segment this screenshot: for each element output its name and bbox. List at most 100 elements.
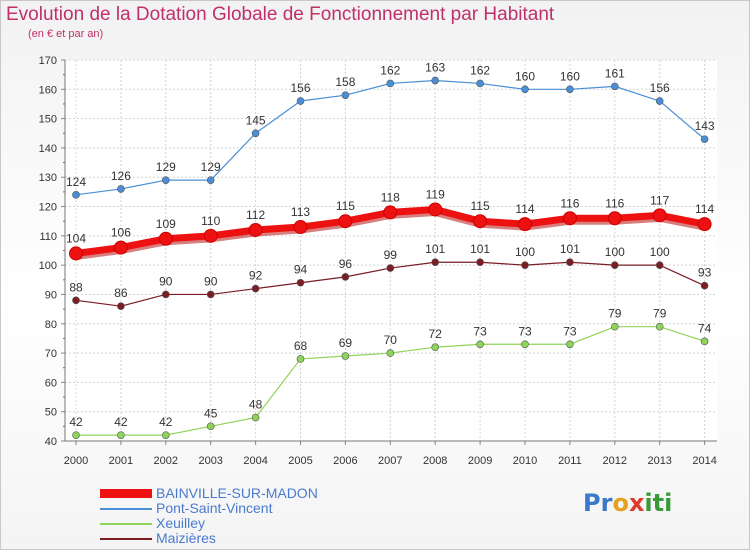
data-label: 115 bbox=[471, 199, 490, 213]
data-point bbox=[72, 296, 80, 305]
legend-label: Maizières bbox=[156, 530, 216, 546]
chart-subtitle: (en € et par an) bbox=[28, 28, 104, 40]
data-label: 101 bbox=[470, 242, 490, 256]
logo-letter: o bbox=[612, 489, 629, 517]
y-tick-label: 70 bbox=[45, 348, 57, 360]
data-point bbox=[652, 208, 667, 223]
data-point bbox=[521, 340, 529, 349]
data-point bbox=[521, 85, 529, 94]
data-label: 73 bbox=[563, 324, 577, 338]
data-point bbox=[521, 261, 529, 269]
data-point bbox=[341, 91, 350, 99]
data-point bbox=[341, 273, 350, 281]
y-tick-label: 90 bbox=[45, 289, 57, 301]
chart-legend: BAINVILLE-SUR-MADON Pont-Saint-Vincent X… bbox=[100, 486, 400, 546]
data-point bbox=[386, 79, 395, 88]
proxiti-logo[interactable]: Proxiti bbox=[583, 489, 672, 517]
data-point bbox=[72, 191, 80, 199]
logo-letter: i bbox=[644, 489, 653, 517]
y-tick-label: 130 bbox=[39, 172, 57, 184]
data-label: 101 bbox=[425, 242, 445, 256]
data-label: 126 bbox=[111, 169, 131, 183]
y-tick-label: 120 bbox=[39, 202, 57, 214]
data-label: 100 bbox=[515, 245, 535, 259]
data-label: 94 bbox=[294, 263, 308, 277]
plot-area bbox=[65, 60, 717, 441]
x-tick-label: 2014 bbox=[692, 455, 716, 467]
data-label: 160 bbox=[515, 69, 535, 83]
data-label: 161 bbox=[605, 66, 625, 80]
data-point bbox=[700, 135, 709, 143]
x-tick-label: 2001 bbox=[109, 455, 133, 467]
data-label: 162 bbox=[380, 63, 400, 77]
legend-item-xeuilley[interactable]: Xeuilley bbox=[100, 516, 400, 531]
data-point bbox=[476, 79, 484, 88]
y-tick-label: 160 bbox=[39, 84, 57, 96]
data-point bbox=[113, 240, 128, 255]
data-point bbox=[162, 290, 170, 299]
data-point bbox=[206, 290, 215, 299]
data-point bbox=[473, 214, 488, 229]
x-tick-label: 2009 bbox=[468, 455, 492, 467]
legend-item-bainville[interactable]: BAINVILLE-SUR-MADON bbox=[100, 486, 400, 501]
y-tick-label: 100 bbox=[39, 260, 57, 272]
legend-swatch bbox=[100, 523, 152, 525]
data-label: 116 bbox=[560, 196, 579, 210]
data-point bbox=[341, 352, 350, 360]
data-label: 143 bbox=[695, 119, 715, 133]
data-label: 162 bbox=[470, 63, 490, 77]
data-label: 86 bbox=[114, 286, 128, 300]
data-label: 101 bbox=[560, 242, 580, 256]
data-point bbox=[655, 97, 664, 105]
data-point bbox=[431, 76, 440, 85]
data-point bbox=[566, 340, 574, 349]
y-tick-label: 140 bbox=[39, 143, 57, 155]
data-point bbox=[338, 214, 353, 229]
data-label: 79 bbox=[653, 307, 667, 321]
data-point bbox=[162, 431, 170, 439]
x-tick-label: 2003 bbox=[198, 455, 222, 467]
data-label: 69 bbox=[339, 336, 353, 350]
x-tick-label: 2006 bbox=[333, 455, 357, 467]
data-label: 72 bbox=[429, 327, 443, 341]
x-tick-label: 2012 bbox=[603, 455, 627, 467]
data-point bbox=[386, 349, 395, 357]
y-tick-label: 40 bbox=[45, 436, 57, 448]
data-label: 100 bbox=[650, 245, 670, 259]
data-label: 93 bbox=[698, 266, 712, 280]
data-label: 99 bbox=[384, 248, 398, 262]
x-tick-label: 2000 bbox=[64, 455, 88, 467]
legend-item-pont-saint-vincent[interactable]: Pont-Saint-Vincent bbox=[100, 501, 400, 516]
legend-label: Pont-Saint-Vincent bbox=[156, 500, 273, 516]
logo-letter: x bbox=[628, 489, 645, 517]
data-point bbox=[293, 220, 308, 235]
data-label: 116 bbox=[605, 196, 624, 210]
legend-swatch bbox=[100, 489, 152, 498]
data-label: 42 bbox=[114, 415, 128, 429]
data-label: 129 bbox=[201, 160, 221, 174]
data-point bbox=[251, 129, 260, 138]
legend-item-maizieres[interactable]: Maizières bbox=[100, 531, 400, 546]
data-label: 88 bbox=[69, 280, 83, 294]
data-point bbox=[162, 176, 170, 184]
data-label: 156 bbox=[650, 81, 670, 95]
legend-label: BAINVILLE-SUR-MADON bbox=[156, 485, 318, 501]
data-label: 42 bbox=[69, 415, 83, 429]
data-point bbox=[296, 278, 305, 287]
data-point bbox=[386, 264, 395, 272]
data-point bbox=[206, 176, 215, 184]
x-tick-label: 2005 bbox=[288, 455, 312, 467]
data-point bbox=[251, 413, 260, 422]
chart-title: Evolution de la Dotation Globale de Fonc… bbox=[6, 4, 555, 25]
data-label: 68 bbox=[294, 339, 308, 353]
data-point bbox=[72, 431, 80, 439]
data-point bbox=[203, 228, 218, 243]
data-point bbox=[700, 337, 709, 346]
data-label: 90 bbox=[159, 274, 173, 288]
data-label: 156 bbox=[290, 81, 310, 95]
data-label: 100 bbox=[605, 245, 625, 259]
y-tick-label: 110 bbox=[39, 231, 57, 243]
x-tick-label: 2007 bbox=[378, 455, 402, 467]
data-label: 73 bbox=[473, 324, 487, 338]
